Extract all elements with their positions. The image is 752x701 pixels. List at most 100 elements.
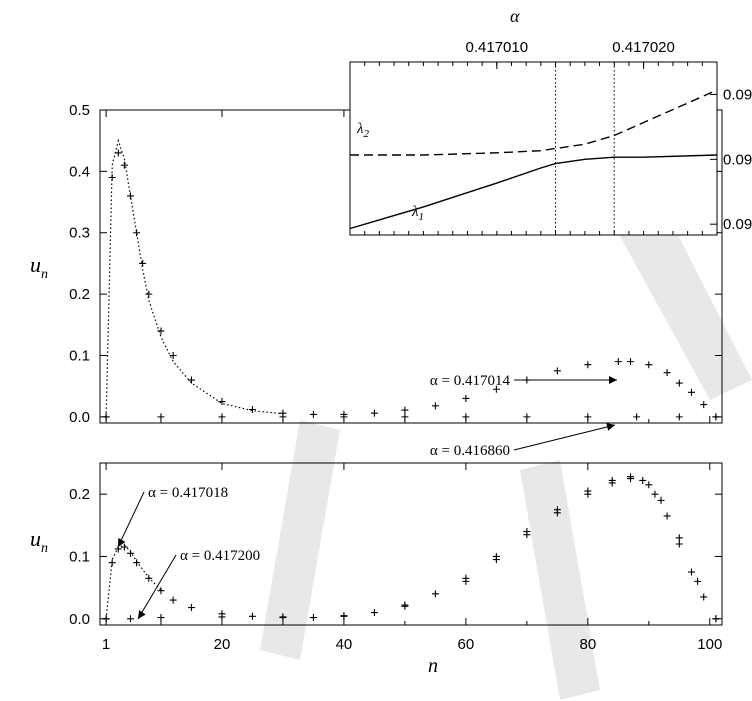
inset-ytick-label: 0.097402	[723, 216, 752, 233]
bottom-y-axis-label: un	[30, 526, 48, 556]
inset-xtick-label: 0.417020	[612, 39, 675, 56]
bottom-xtick-label: 40	[336, 636, 353, 653]
bottom-series0-marker	[651, 490, 659, 498]
bottom-series2-marker	[712, 615, 720, 623]
bottom-ytick-label: 0.2	[69, 486, 90, 503]
top-series2-marker	[462, 413, 470, 421]
bottom-series0-marker	[431, 590, 439, 598]
bottom-series2-marker	[523, 531, 531, 539]
top-ytick-label: 0.2	[69, 286, 90, 303]
bottom-ylabel-u: u	[30, 526, 41, 551]
bottom-series0-marker	[133, 559, 141, 567]
top-series2-marker	[218, 413, 226, 421]
bottom-ytick-label: 0.1	[69, 548, 90, 565]
top-series0-marker	[157, 327, 165, 335]
bottom-ylabel-sub: n	[41, 541, 48, 556]
bottom-ytick-label: 0.0	[69, 611, 90, 628]
x-axis-label: n	[428, 655, 438, 677]
bottom-series2-marker	[645, 481, 653, 489]
bottom-series2-marker	[102, 615, 110, 623]
annot-alpha-416860-arrowhead	[606, 422, 615, 431]
inset-ticks: 0.417010 0.417020 0.097408 0.097405 0.097402	[349, 39, 752, 235]
top-ytick-label: 0.0	[69, 409, 90, 426]
top-y-axis-label: un	[30, 252, 48, 282]
top-ytick-label: 0.3	[69, 225, 90, 242]
top-series2-marker	[157, 413, 165, 421]
bottom-series0-marker	[248, 612, 256, 620]
bottom-series0-marker	[309, 614, 317, 622]
bottom-xtick-label: 60	[458, 636, 475, 653]
bottom-series2-marker	[608, 479, 616, 487]
top-series0-marker	[431, 402, 439, 410]
top-series0-marker	[553, 367, 561, 375]
bottom-panel-frame	[99, 462, 723, 626]
inset-label-λ1: λ1	[411, 204, 424, 223]
top-series0-marker	[139, 259, 147, 267]
bottom-data-marks	[102, 473, 720, 623]
top-series0-marker	[688, 388, 696, 396]
annotations: α = 0.417014 α = 0.416860 α = 0.417018 α = …	[117, 373, 617, 620]
inset-label-λ2: λ2	[356, 121, 370, 140]
bottom-series2-marker	[694, 577, 702, 585]
bottom-y-ticks: 0.0 0.1 0.2	[69, 486, 722, 628]
bottom-series2-marker	[218, 613, 226, 621]
top-series2-marker	[584, 413, 592, 421]
bottom-series2-marker	[657, 496, 665, 504]
inset-frame	[349, 61, 718, 236]
top-series2-marker	[401, 413, 409, 421]
annot-alpha-417018-arrow	[117, 491, 145, 548]
top-series0-marker	[584, 361, 592, 369]
top-series2-marker	[675, 413, 683, 421]
bottom-series0-marker	[187, 604, 195, 612]
bottom-series2-marker	[553, 509, 561, 517]
bottom-series0-marker	[675, 540, 683, 548]
inset-ytick-label: 0.097408	[723, 86, 752, 103]
top-series2-marker	[102, 413, 110, 421]
top-series2-marker	[712, 413, 720, 421]
bottom-xtick-label: 80	[579, 636, 596, 653]
annot-alpha-417018-label: α = 0.417018	[148, 485, 228, 501]
top-series0-marker	[700, 401, 708, 409]
annot-alpha-417014-label: α = 0.417014	[430, 373, 511, 389]
inset-xtick-label: 0.417010	[466, 39, 529, 56]
top-ylabel-u: u	[30, 252, 41, 277]
bottom-series0-marker	[663, 512, 671, 520]
bottom-series2-marker	[340, 612, 348, 620]
watermark	[260, 180, 752, 700]
annot-alpha-416860-arrow	[513, 424, 616, 451]
bottom-series2-marker	[675, 534, 683, 542]
top-series0-marker	[145, 290, 153, 298]
inset-series-λ2	[350, 89, 718, 156]
bottom-series0-marker	[688, 568, 696, 576]
annot-alpha-417018-arrowhead	[118, 538, 126, 547]
top-ytick-label: 0.1	[69, 347, 90, 364]
top-series0-marker	[663, 369, 671, 377]
annot-alpha-417200-label: α = 0.417200	[180, 548, 260, 564]
bottom-series2-marker	[157, 614, 165, 622]
top-series0-marker	[627, 358, 635, 366]
bottom-xtick-label: 20	[214, 636, 231, 653]
top-series0-marker	[218, 398, 226, 406]
top-series0-marker	[492, 385, 500, 393]
bottom-series2-marker	[462, 577, 470, 585]
top-series0-marker	[248, 405, 256, 413]
bottom-series0-marker	[639, 476, 647, 484]
top-series0-marker	[120, 161, 128, 169]
top-series0-marker	[187, 376, 195, 384]
top-series2-marker	[633, 413, 641, 421]
bottom-series2-marker	[584, 490, 592, 498]
inset-series-λ1	[349, 154, 718, 230]
inset-x-axis-label: α	[510, 6, 520, 26]
top-ylabel-sub: n	[41, 267, 48, 282]
top-series0-marker	[309, 410, 317, 418]
bottom-series2-marker	[126, 615, 134, 623]
top-series0-marker	[675, 379, 683, 387]
bottom-series2-marker	[627, 475, 635, 483]
bottom-series2-marker	[401, 602, 409, 610]
bottom-series1-line	[105, 544, 162, 619]
top-panel: 0.0 0.1 0.2 0.3 0.4 0.5 un	[30, 102, 723, 426]
bottom-series0-marker	[169, 596, 177, 604]
annot-alpha-417014-arrowhead	[609, 376, 617, 384]
top-series2-marker	[523, 413, 531, 421]
bottom-series2-marker	[279, 613, 287, 621]
